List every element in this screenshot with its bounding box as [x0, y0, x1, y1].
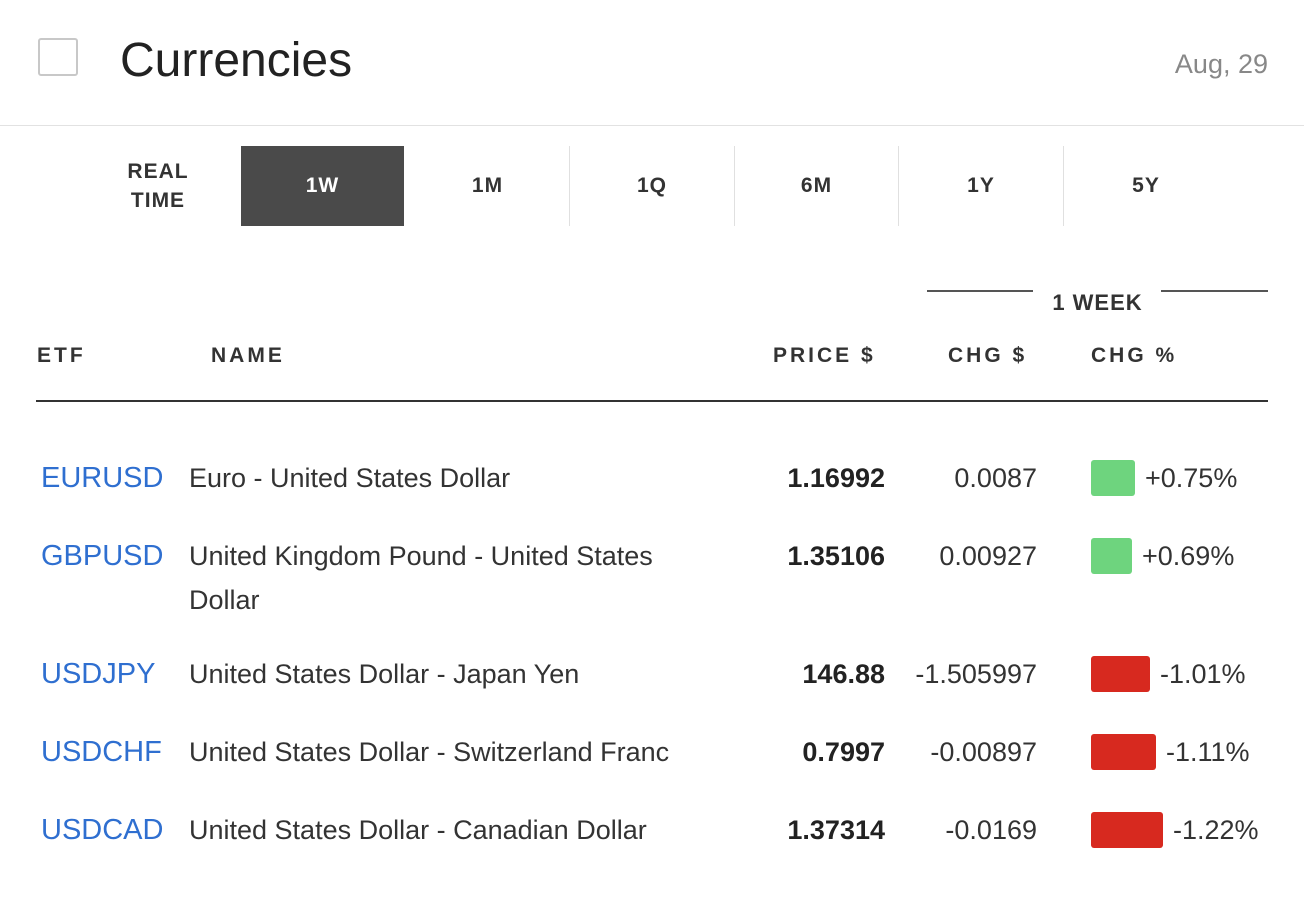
change-percent-cell: -1.11%: [1091, 730, 1250, 774]
change-percent-cell: -1.22%: [1091, 808, 1259, 852]
column-header-price[interactable]: PRICE $: [773, 344, 876, 367]
table-row: USDJPY United States Dollar - Japan Yen …: [0, 652, 1304, 696]
change-bar: [1091, 538, 1132, 574]
change-percent: +0.75%: [1145, 463, 1238, 493]
change-value: -0.0169: [945, 815, 1037, 845]
change-bar: [1091, 460, 1135, 496]
price-value: 1.35106: [787, 541, 885, 571]
change-percent: -1.22%: [1173, 815, 1259, 845]
column-header-chg-pct[interactable]: CHG %: [1091, 344, 1178, 367]
table-row: GBPUSD United Kingdom Pound - United Sta…: [0, 534, 1304, 622]
change-percent-cell: +0.75%: [1091, 456, 1237, 500]
tab-label: 1M: [471, 174, 504, 197]
tab-divider: [1063, 146, 1064, 226]
tab-divider: [734, 146, 735, 226]
period-rule-right: [1161, 290, 1268, 292]
tab-real-time[interactable]: REAL TIME: [100, 146, 216, 226]
change-bar: [1091, 812, 1163, 848]
currency-name: United States Dollar - Canadian Dollar: [189, 815, 647, 845]
tab-1y[interactable]: 1Y: [899, 146, 1063, 226]
change-percent: -1.11%: [1166, 737, 1250, 767]
currency-name: United States Dollar - Japan Yen: [189, 659, 580, 689]
column-header-name[interactable]: NAME: [211, 344, 285, 367]
tab-1q[interactable]: 1Q: [570, 146, 734, 226]
change-percent-cell: -1.01%: [1091, 652, 1246, 696]
change-bar: [1091, 656, 1150, 692]
change-bar: [1091, 734, 1156, 770]
page-title: Currencies: [120, 34, 353, 87]
tab-label: 1Y: [967, 174, 995, 197]
price-value: 1.37314: [787, 815, 885, 845]
table-row: USDCAD United States Dollar - Canadian D…: [0, 808, 1304, 852]
date-label: Aug, 29: [1174, 49, 1268, 79]
currency-name: United Kingdom Pound - United States Dol…: [189, 541, 653, 615]
change-value: 0.00927: [939, 541, 1037, 571]
tab-divider: [898, 146, 899, 226]
change-percent: +0.69%: [1142, 541, 1235, 571]
tab-label: REAL TIME: [127, 160, 189, 212]
tab-1m[interactable]: 1M: [406, 146, 569, 226]
change-value: -0.00897: [930, 737, 1037, 767]
etf-link[interactable]: USDCAD: [41, 814, 164, 846]
change-percent-cell: +0.69%: [1091, 534, 1234, 578]
price-value: 146.88: [802, 659, 885, 689]
currency-name: United States Dollar - Switzerland Franc: [189, 737, 670, 767]
price-value: 1.16992: [787, 463, 885, 493]
change-value: 0.0087: [954, 463, 1037, 493]
page-header: Currencies Aug, 29: [0, 0, 1304, 126]
change-percent: -1.01%: [1160, 659, 1246, 689]
currency-name: Euro - United States Dollar: [189, 463, 511, 493]
tab-6m[interactable]: 6M: [735, 146, 898, 226]
period-tabs: REAL TIME 1W 1M 1Q 6M 1Y 5Y: [0, 146, 1304, 226]
change-value: -1.505997: [915, 659, 1037, 689]
tab-1w[interactable]: 1W: [241, 146, 404, 226]
header-divider: [36, 400, 1268, 402]
select-checkbox[interactable]: [38, 38, 78, 76]
column-header-chg[interactable]: CHG $: [948, 344, 1028, 367]
tab-label: 1Q: [636, 174, 667, 197]
etf-link[interactable]: USDCHF: [41, 736, 162, 768]
tab-5y[interactable]: 5Y: [1064, 146, 1228, 226]
table-row: EURUSD Euro - United States Dollar 1.169…: [0, 456, 1304, 500]
price-value: 0.7997: [802, 737, 885, 767]
tab-divider: [569, 146, 570, 226]
column-header-etf[interactable]: ETF: [37, 344, 86, 367]
period-rule-left: [927, 290, 1033, 292]
etf-link[interactable]: GBPUSD: [41, 540, 164, 572]
tab-label: 1W: [305, 174, 340, 197]
period-label: 1 WEEK: [1052, 290, 1143, 315]
tab-label: 6M: [800, 174, 833, 197]
etf-link[interactable]: EURUSD: [41, 462, 164, 494]
table-row: USDCHF United States Dollar - Switzerlan…: [0, 730, 1304, 774]
tab-label: 5Y: [1132, 174, 1160, 197]
etf-link[interactable]: USDJPY: [41, 658, 156, 690]
